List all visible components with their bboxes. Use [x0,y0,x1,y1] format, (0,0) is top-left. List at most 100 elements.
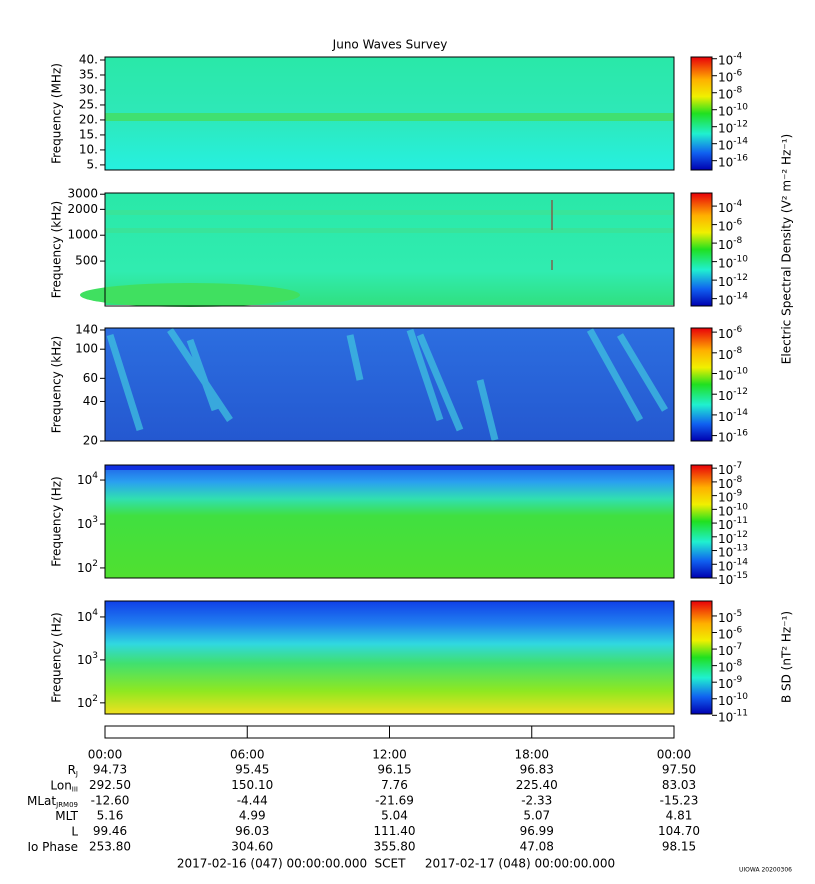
tick-base: 10 [718,87,733,101]
ephemeris-value: -12.60 [91,793,130,807]
colorbar-tick-label: 10-14 [718,557,748,573]
y-tick-label: 2000 [67,202,98,216]
colorbar-tick-label: 10-10 [718,502,748,518]
ephemeris-label: RJ [68,763,78,779]
tick-base: 10 [718,677,733,691]
tick-base: 10 [77,516,92,530]
ephemeris-value: 95.45 [235,763,269,777]
y-axis-label: Frequency (MHz) [50,63,64,164]
y-tick-label: 35. [79,67,98,81]
colorbar-tick-label: 10-6 [718,325,743,341]
colorbar-tick-label: 10-8 [718,474,743,490]
x-tick-label: 12:00 [372,748,407,762]
y-tick-label: 40 [83,394,98,408]
tick-exponent: -12 [733,387,748,397]
ephemeris-name: L [71,824,78,838]
colorbar-tick-label: 10-14 [718,291,748,307]
colorbar-tick-label: 10-9 [718,675,743,691]
ephemeris-value: 47.08 [520,840,554,854]
tick-exponent: -4 [733,199,742,209]
tick-exponent: -12 [733,529,748,539]
colorbar-tick-label: 10-16 [718,428,748,444]
tick-exponent: -6 [733,325,742,335]
ephemeris-value: 111.40 [374,824,416,838]
colorbar-tick-label: 10-7 [718,461,742,477]
y-tick-label: 500 [75,254,98,268]
tick-exponent: -7 [733,642,742,652]
ephemeris-label: LonIII [50,778,78,794]
y-tick-label: 40. [79,52,98,66]
tick-exponent: -7 [733,461,742,471]
tick-base: 10 [718,53,733,67]
ephemeris-value: -2.33 [521,793,552,807]
tick-exponent: 2 [92,693,98,703]
colorbar-tick-label: 10-12 [718,529,748,545]
y-tick-label: 15. [79,127,98,141]
colorbar-tick-label: 10-14 [718,407,748,423]
ephemeris-subscript: J [75,770,78,778]
tick-exponent: -14 [733,136,748,146]
tick-base: 10 [718,347,733,361]
y-tick-label: 104 [77,607,98,623]
ephemeris-value: 94.73 [93,763,127,777]
y-axis-label: Frequency (Hz) [50,612,64,703]
colorbar-label: B SD (nT² Hz⁻¹) [780,611,794,703]
tick-base: 10 [718,559,733,573]
ephemeris-subscript: JRM09 [55,801,78,809]
tick-base: 10 [718,504,733,518]
tick-base: 10 [718,219,733,233]
ephemeris-subscript: III [72,785,78,793]
tick-base: 10 [718,644,733,658]
panel-frame [104,464,675,579]
colorbar-tick-label: 10-10 [718,366,748,382]
tick-base: 10 [718,693,733,707]
colorbar-tick-label: 10-8 [718,658,743,674]
y-tick-label: 103 [77,514,98,530]
ephemeris-value: 96.15 [377,763,411,777]
tick-exponent: -5 [733,608,742,618]
panel-frame [104,56,675,171]
tick-exponent: -8 [733,236,742,246]
tick-exponent: 3 [92,514,98,524]
tick-exponent: -16 [733,428,748,438]
y-tick-label: 3000 [67,187,98,201]
colorbar-tick-label: 10-16 [718,153,748,169]
colorbar-tick-label: 10-4 [718,51,743,67]
ephemeris-name: R [68,763,76,777]
panel-frame [104,600,675,715]
tick-base: 10 [718,293,733,307]
tick-base: 10 [718,155,733,169]
tick-exponent: -10 [733,691,748,701]
y-tick-label: 30. [79,82,98,96]
footer-end: 2017-02-17 (048) 00:00:00.000 [425,857,615,871]
tick-exponent: -8 [733,474,742,484]
tick-exponent: -4 [733,51,742,61]
ephemeris-value: 304.60 [231,840,273,854]
x-tick-label: 00:00 [88,748,123,762]
ephemeris-value: 96.83 [520,763,554,777]
y-tick-label: 140 [75,323,98,337]
colorbar [690,56,713,171]
chart-title: Juno Waves Survey [332,38,448,52]
tick-exponent: -14 [733,291,748,301]
ephemeris-label: L [71,824,78,838]
y-tick-label: 100 [75,342,98,356]
y-tick-label: 103 [77,650,98,666]
tick-exponent: -14 [733,407,748,417]
tick-exponent: -12 [733,119,748,129]
ephemeris-name: MLT [55,809,78,823]
tick-base: 10 [718,710,733,724]
y-tick-label: 25. [79,97,98,111]
ephemeris-value: -21.69 [375,793,414,807]
tick-exponent: -9 [733,488,742,498]
ephemeris-value: 4.81 [666,809,693,823]
footer-start: 2017-02-16 (047) 00:00:00.000 [177,857,367,871]
colorbar-tick-label: 10-8 [718,345,743,361]
tick-exponent: -16 [733,153,748,163]
ephemeris-value: 99.46 [93,824,127,838]
tick-exponent: 3 [92,650,98,660]
x-tick-label: 18:00 [514,748,549,762]
tick-base: 10 [718,430,733,444]
tick-base: 10 [77,560,92,574]
colorbar-tick-label: 10-13 [718,543,748,559]
